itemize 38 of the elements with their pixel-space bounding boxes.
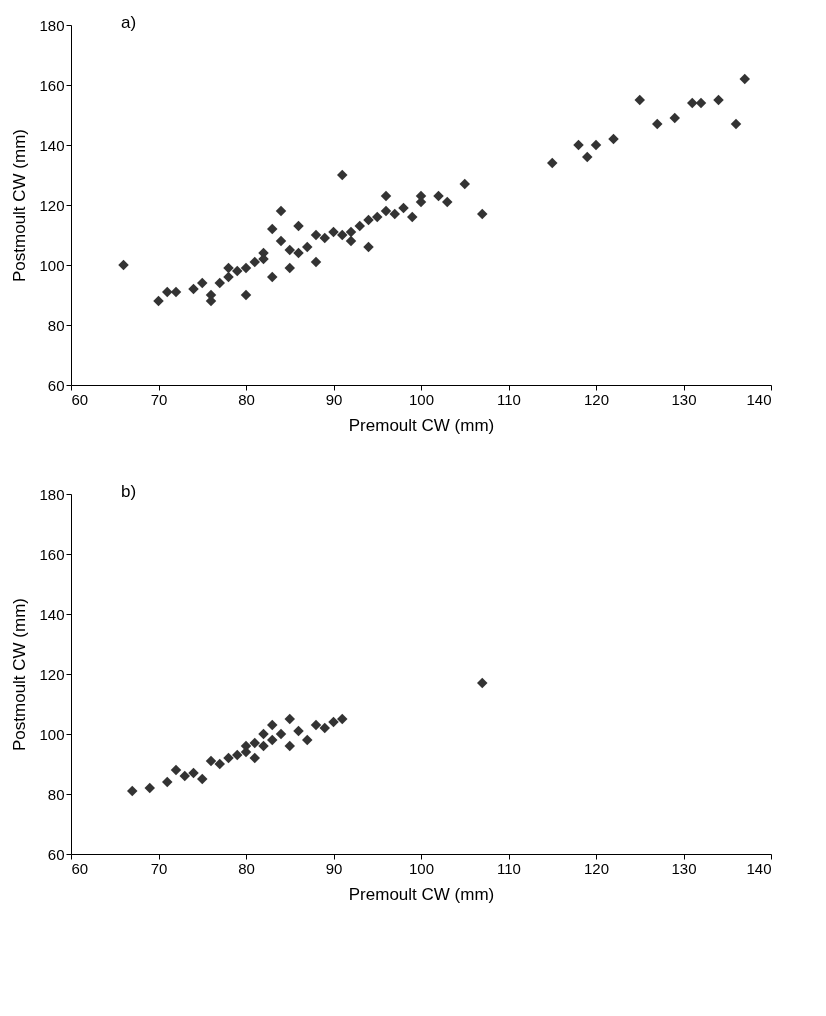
- x-tick-label: 100: [408, 859, 435, 877]
- y-tick-label: 80: [47, 785, 65, 803]
- y-tick-label: 80: [47, 316, 65, 334]
- x-axis-title: Premoult CW (mm): [348, 884, 495, 904]
- x-tick-label: 140: [746, 390, 772, 408]
- x-tick-label: 130: [671, 390, 697, 408]
- y-tick-label: 140: [39, 136, 65, 154]
- y-tick-label: 180: [39, 16, 65, 34]
- x-tick-label: 110: [497, 859, 521, 877]
- x-tick-label: 120: [583, 390, 610, 408]
- y-tick-label: 100: [39, 256, 65, 274]
- x-tick-label: 60: [71, 390, 89, 408]
- y-tick-label: 180: [39, 485, 65, 503]
- x-axis-title: Premoult CW (mm): [348, 415, 495, 435]
- x-tick-label: 70: [150, 859, 168, 877]
- x-tick-label: 110: [497, 390, 521, 408]
- x-tick-label: 90: [325, 390, 343, 408]
- y-tick-label: 160: [39, 76, 65, 94]
- y-tick-label: 160: [39, 545, 65, 563]
- x-tick-label: 80: [238, 859, 255, 877]
- chart-title: a): [120, 13, 137, 32]
- y-axis-title: Postmoult CW (mm): [10, 129, 30, 282]
- x-tick-label: 90: [325, 859, 343, 877]
- y-tick-label: 100: [39, 725, 65, 743]
- x-tick-label: 60: [71, 859, 89, 877]
- y-tick-label: 120: [39, 665, 65, 683]
- x-tick-label: 140: [746, 859, 772, 877]
- x-tick-label: 80: [238, 390, 255, 408]
- chart-title: b): [120, 482, 137, 501]
- x-tick-label: 70: [150, 390, 168, 408]
- y-axis-title: Postmoult CW (mm): [10, 598, 30, 751]
- x-tick-label: 130: [671, 859, 697, 877]
- y-tick-label: 140: [39, 605, 65, 623]
- x-tick-label: 100: [408, 390, 435, 408]
- y-tick-label: 120: [39, 196, 65, 214]
- y-tick-label: 60: [47, 845, 65, 863]
- y-tick-label: 60: [47, 376, 65, 394]
- x-tick-label: 120: [583, 859, 610, 877]
